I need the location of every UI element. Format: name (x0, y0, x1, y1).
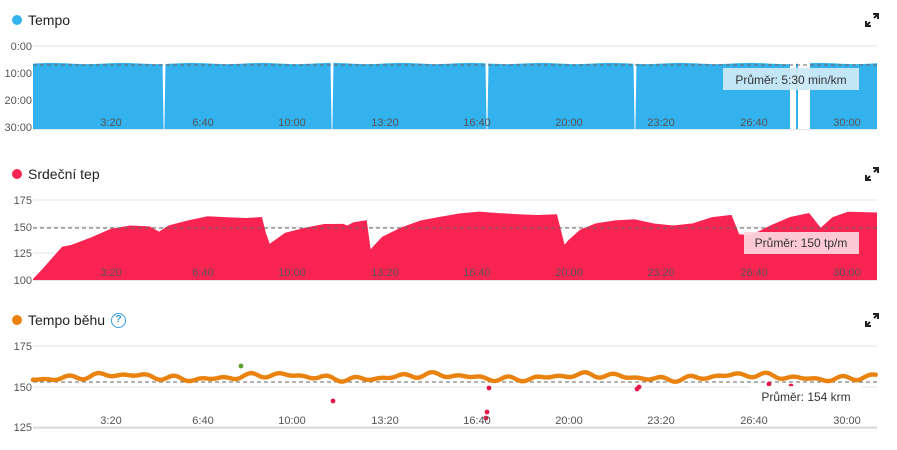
tempo-chart: 0:00 10:00 20:00 30:00 3:20 6:40 10:00 13:20 16… (4, 41, 877, 134)
x-tick-label: 23:20 (647, 415, 675, 427)
expand-icon[interactable] (865, 167, 879, 181)
x-tick-label: 6:40 (192, 117, 213, 129)
x-tick-label: 10:00 (278, 117, 306, 129)
cadence-average-label: Průměr: 154 krm (761, 390, 850, 404)
x-tick-label: 20:00 (555, 117, 583, 129)
cadence-legend-dot (12, 315, 22, 325)
cadence-outlier-point (766, 381, 772, 387)
x-tick-label: 26:40 (740, 267, 768, 279)
cadence-outlier-point (486, 385, 492, 391)
heart-rate-title-label: Srdeční tep (28, 166, 100, 182)
tempo-dropout (162, 63, 166, 129)
cadence-title-label: Tempo běhu (28, 312, 106, 328)
x-tick-label: 10:00 (278, 267, 306, 279)
expand-icon[interactable] (865, 313, 879, 327)
x-tick-label: 3:20 (100, 415, 121, 427)
x-tick-label: 26:40 (740, 415, 768, 427)
tempo-dropout (485, 63, 489, 129)
x-tick-label: 16:40 (463, 415, 491, 427)
heart-rate-average-badge: Průměr: 150 tp/m (744, 232, 859, 254)
x-tick-label: 26:40 (740, 117, 768, 129)
cadence-panel: Tempo běhu ? 175 150 125 3:20 6:40 10:00 13:2… (0, 300, 897, 450)
heart-rate-title: Srdeční tep (12, 166, 100, 182)
x-tick-label: 13:20 (371, 117, 399, 129)
x-tick-label: 13:20 (371, 267, 399, 279)
y-tick-label: 175 (14, 341, 32, 353)
x-tick-label: 16:40 (463, 267, 491, 279)
cadence-outlier-point (330, 398, 336, 404)
y-tick-label: 150 (14, 222, 32, 234)
cadence-chart: 175 150 125 3:20 6:40 10:00 13:20 16:40 20:00 23… (14, 341, 878, 434)
cadence-point (873, 372, 878, 378)
y-tick-label: 30:00 (4, 122, 32, 134)
cadence-highlight-point (238, 363, 244, 369)
x-tick-label: 30:00 (833, 117, 861, 129)
tempo-dropout (790, 63, 796, 129)
tempo-title: Tempo (12, 12, 70, 28)
x-tick-label: 30:00 (833, 267, 861, 279)
x-tick-label: 6:40 (192, 415, 213, 427)
tempo-area-series (33, 62, 877, 129)
cadence-outlier-point (483, 415, 489, 421)
x-tick-label: 23:20 (647, 117, 675, 129)
tempo-dropout (330, 63, 334, 129)
y-tick-label: 175 (14, 195, 32, 207)
x-tick-label: 6:40 (192, 267, 213, 279)
y-tick-label: 125 (14, 422, 32, 434)
y-tick-label: 125 (14, 248, 32, 260)
x-tick-label: 13:20 (371, 415, 399, 427)
cadence-title: Tempo běhu ? (12, 312, 127, 328)
y-tick-label: 10:00 (4, 68, 32, 80)
heart-rate-legend-dot (12, 169, 22, 179)
x-tick-label: 3:20 (100, 117, 121, 129)
heart-rate-area-series (33, 211, 877, 280)
heart-rate-panel: Srdeční tep 175 150 125 100 3:20 6:40 10:00 13… (0, 150, 897, 300)
y-tick-label: 100 (14, 275, 32, 287)
heart-rate-average-label: Průměr: 150 tp/m (755, 236, 848, 250)
cadence-outlier-point (484, 409, 490, 415)
tempo-legend-dot (12, 15, 22, 25)
tempo-average-badge: Průměr: 5:30 min/km (723, 68, 859, 90)
tempo-average-label: Průměr: 5:30 min/km (735, 73, 846, 87)
x-tick-label: 20:00 (555, 415, 583, 427)
y-tick-label: 20:00 (4, 95, 32, 107)
x-tick-label: 30:00 (833, 415, 861, 427)
tempo-title-label: Tempo (28, 12, 71, 28)
help-icon[interactable]: ? (111, 312, 127, 328)
heart-rate-chart: 175 150 125 100 3:20 6:40 10:00 13:20 16:40 20:0… (14, 195, 877, 287)
y-tick-label: 150 (14, 382, 32, 394)
x-tick-label: 16:40 (463, 117, 491, 129)
x-tick-label: 23:20 (647, 267, 675, 279)
cadence-average-badge: Průměr: 154 krm (750, 386, 862, 408)
y-tick-label: 0:00 (11, 41, 32, 53)
x-tick-label: 3:20 (100, 267, 121, 279)
tempo-panel: Tempo 0:00 10:00 20:00 30:00 3:20 6:40 10:00 1… (0, 0, 897, 150)
cadence-outlier-point (636, 384, 642, 390)
expand-icon[interactable] (865, 13, 879, 27)
tempo-dropout (633, 63, 637, 129)
x-tick-label: 20:00 (555, 267, 583, 279)
x-tick-label: 10:00 (278, 415, 306, 427)
